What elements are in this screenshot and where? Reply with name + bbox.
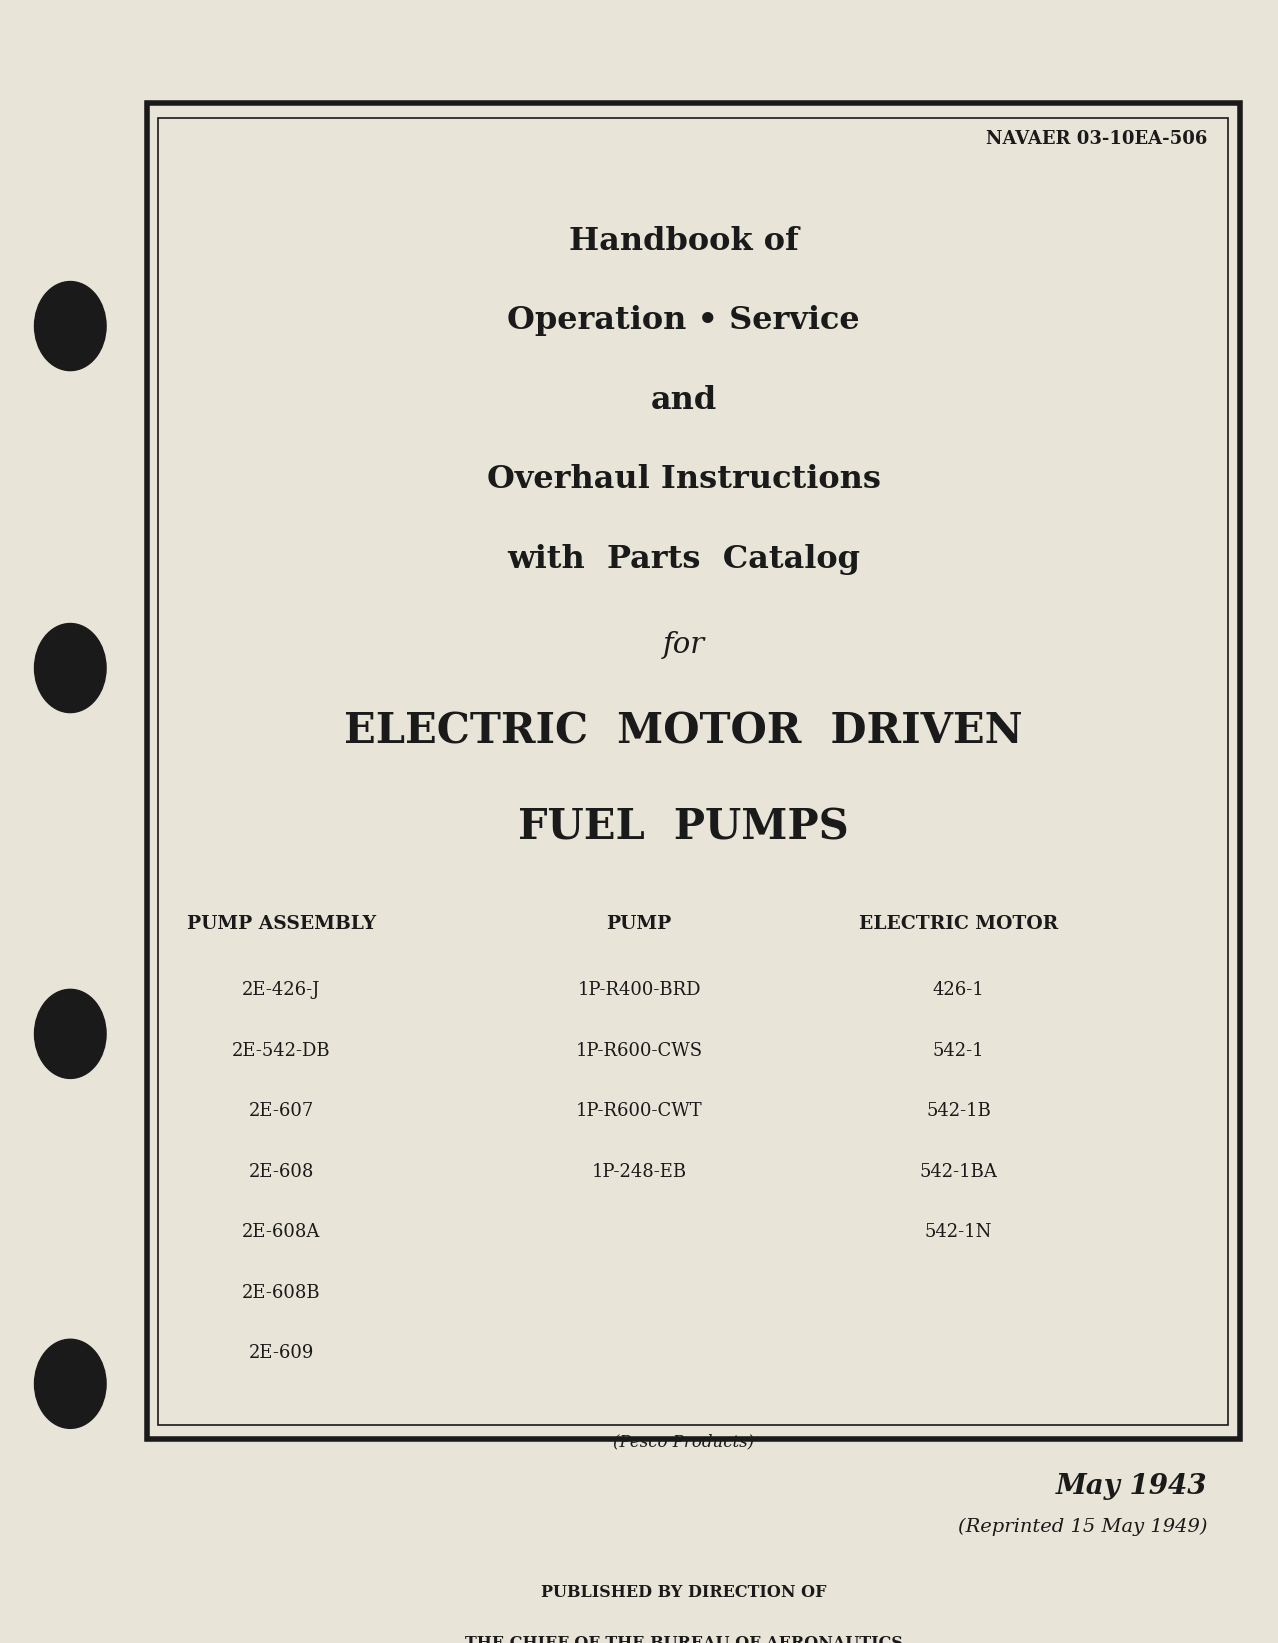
Circle shape [35, 989, 106, 1078]
Text: NAVAER 03-10EA-506: NAVAER 03-10EA-506 [987, 130, 1208, 148]
Circle shape [35, 281, 106, 371]
Text: THE CHIEF OF THE BUREAU OF AERONAUTICS: THE CHIEF OF THE BUREAU OF AERONAUTICS [465, 1635, 902, 1643]
Text: Overhaul Instructions: Overhaul Instructions [487, 465, 881, 496]
Text: and: and [651, 384, 717, 416]
Text: 2E-426-J: 2E-426-J [242, 981, 321, 999]
Text: Handbook of: Handbook of [569, 225, 799, 256]
Text: 2E-608B: 2E-608B [242, 1283, 321, 1301]
Text: for: for [663, 631, 704, 659]
Text: 2E-609: 2E-609 [248, 1344, 314, 1362]
Text: 426-1: 426-1 [933, 981, 984, 999]
Text: 2E-607: 2E-607 [248, 1102, 314, 1121]
Text: 542-1BA: 542-1BA [920, 1163, 997, 1181]
Circle shape [35, 623, 106, 713]
Circle shape [35, 1339, 106, 1428]
Text: PUMP ASSEMBLY: PUMP ASSEMBLY [187, 915, 376, 933]
Text: 542-1: 542-1 [933, 1042, 984, 1060]
Text: 1P-R600-CWT: 1P-R600-CWT [575, 1102, 703, 1121]
Text: 542-1B: 542-1B [927, 1102, 990, 1121]
Bar [158, 118, 1228, 1424]
Text: May 1943: May 1943 [1056, 1472, 1208, 1500]
Text: FUEL  PUMPS: FUEL PUMPS [519, 807, 849, 848]
Text: ELECTRIC  MOTOR  DRIVEN: ELECTRIC MOTOR DRIVEN [344, 711, 1024, 752]
Text: 542-1N: 542-1N [925, 1222, 992, 1240]
Text: 2E-608: 2E-608 [248, 1163, 314, 1181]
Text: 1P-248-EB: 1P-248-EB [592, 1163, 686, 1181]
Text: 2E-608A: 2E-608A [242, 1222, 321, 1240]
Text: Operation • Service: Operation • Service [507, 306, 860, 337]
Bar [147, 104, 1240, 1439]
Text: 1P-R600-CWS: 1P-R600-CWS [575, 1042, 703, 1060]
Text: ELECTRIC MOTOR: ELECTRIC MOTOR [859, 915, 1058, 933]
Text: with  Parts  Catalog: with Parts Catalog [507, 544, 860, 575]
Text: (Pesco Products): (Pesco Products) [613, 1433, 754, 1451]
Text: 2E-542-DB: 2E-542-DB [231, 1042, 331, 1060]
Text: PUMP: PUMP [606, 915, 672, 933]
Text: (Reprinted 15 May 1949): (Reprinted 15 May 1949) [958, 1518, 1208, 1536]
Text: PUBLISHED BY DIRECTION OF: PUBLISHED BY DIRECTION OF [541, 1584, 827, 1602]
Text: 1P-R400-BRD: 1P-R400-BRD [578, 981, 700, 999]
